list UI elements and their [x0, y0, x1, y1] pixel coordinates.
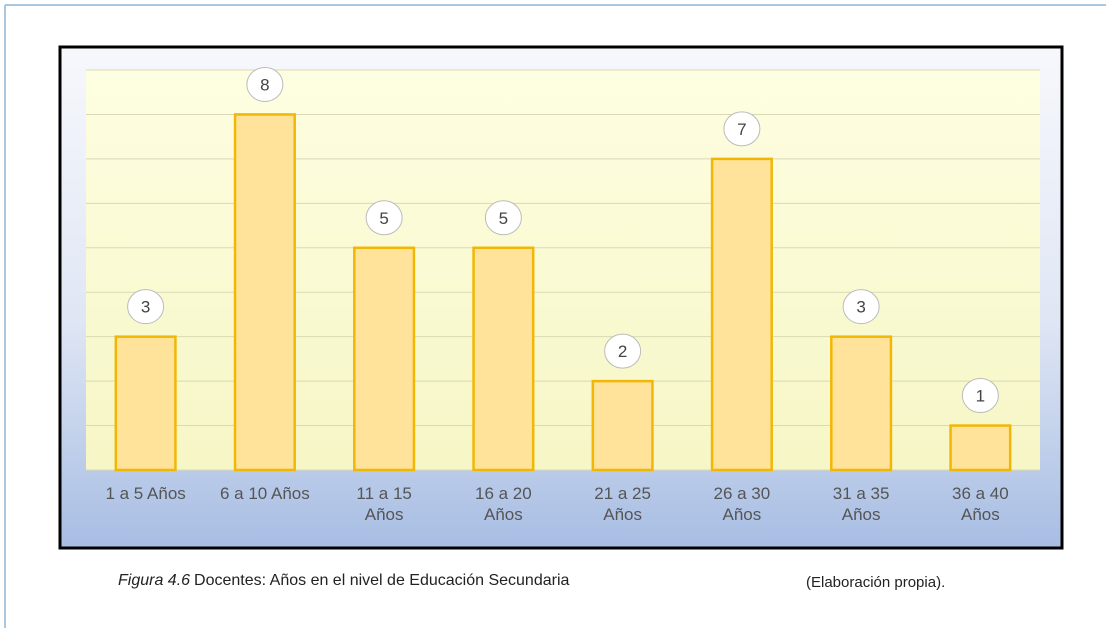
- bar: [233, 113, 296, 472]
- bar: [591, 379, 654, 472]
- x-tick-label: 36 a 40 Años: [952, 484, 1009, 524]
- caption-text: Docentes: Años en el nivel de Educación …: [194, 572, 570, 589]
- caption: Figura 4.6 Docentes: Años en el nivel de …: [118, 572, 569, 590]
- plot-area: [86, 70, 1040, 470]
- x-tick-label: 31 a 35 Años: [832, 484, 890, 524]
- data-label-bubble: [723, 111, 761, 147]
- data-label-bubble: [484, 200, 522, 236]
- x-tick-label: 6 a 10 Años: [219, 484, 310, 503]
- source: (Elaboración propia).: [806, 574, 946, 591]
- x-tick-label: 16 a 20 Años: [475, 484, 532, 524]
- x-tick-label: 21 a 25 Años: [594, 484, 651, 524]
- data-label-bubble: [842, 289, 880, 325]
- data-label: 5: [379, 209, 388, 228]
- data-label: 5: [499, 209, 508, 228]
- bar: [710, 157, 773, 472]
- data-label: 2: [618, 342, 627, 361]
- bar: [830, 335, 893, 472]
- bar: [353, 246, 416, 472]
- x-tick-label: 1 a 5 Años: [105, 484, 186, 503]
- data-label-bubble: [246, 66, 284, 102]
- data-label: 8: [260, 75, 269, 94]
- data-label-bubble: [961, 378, 999, 414]
- x-tick-label: 11 a 15 Años: [356, 484, 412, 524]
- data-label: 7: [737, 120, 746, 139]
- data-label: 1: [976, 387, 985, 406]
- bar: [114, 335, 177, 472]
- data-label-bubble: [365, 200, 403, 236]
- data-label: 3: [141, 298, 150, 317]
- x-tick-label: 26 a 30 Años: [713, 484, 771, 524]
- data-label-bubble: [127, 289, 165, 325]
- data-label: 3: [856, 298, 865, 317]
- data-label-bubble: [604, 333, 642, 369]
- bar: [472, 246, 535, 472]
- caption-label: Figura 4.6: [118, 572, 191, 589]
- bar: [949, 424, 1012, 472]
